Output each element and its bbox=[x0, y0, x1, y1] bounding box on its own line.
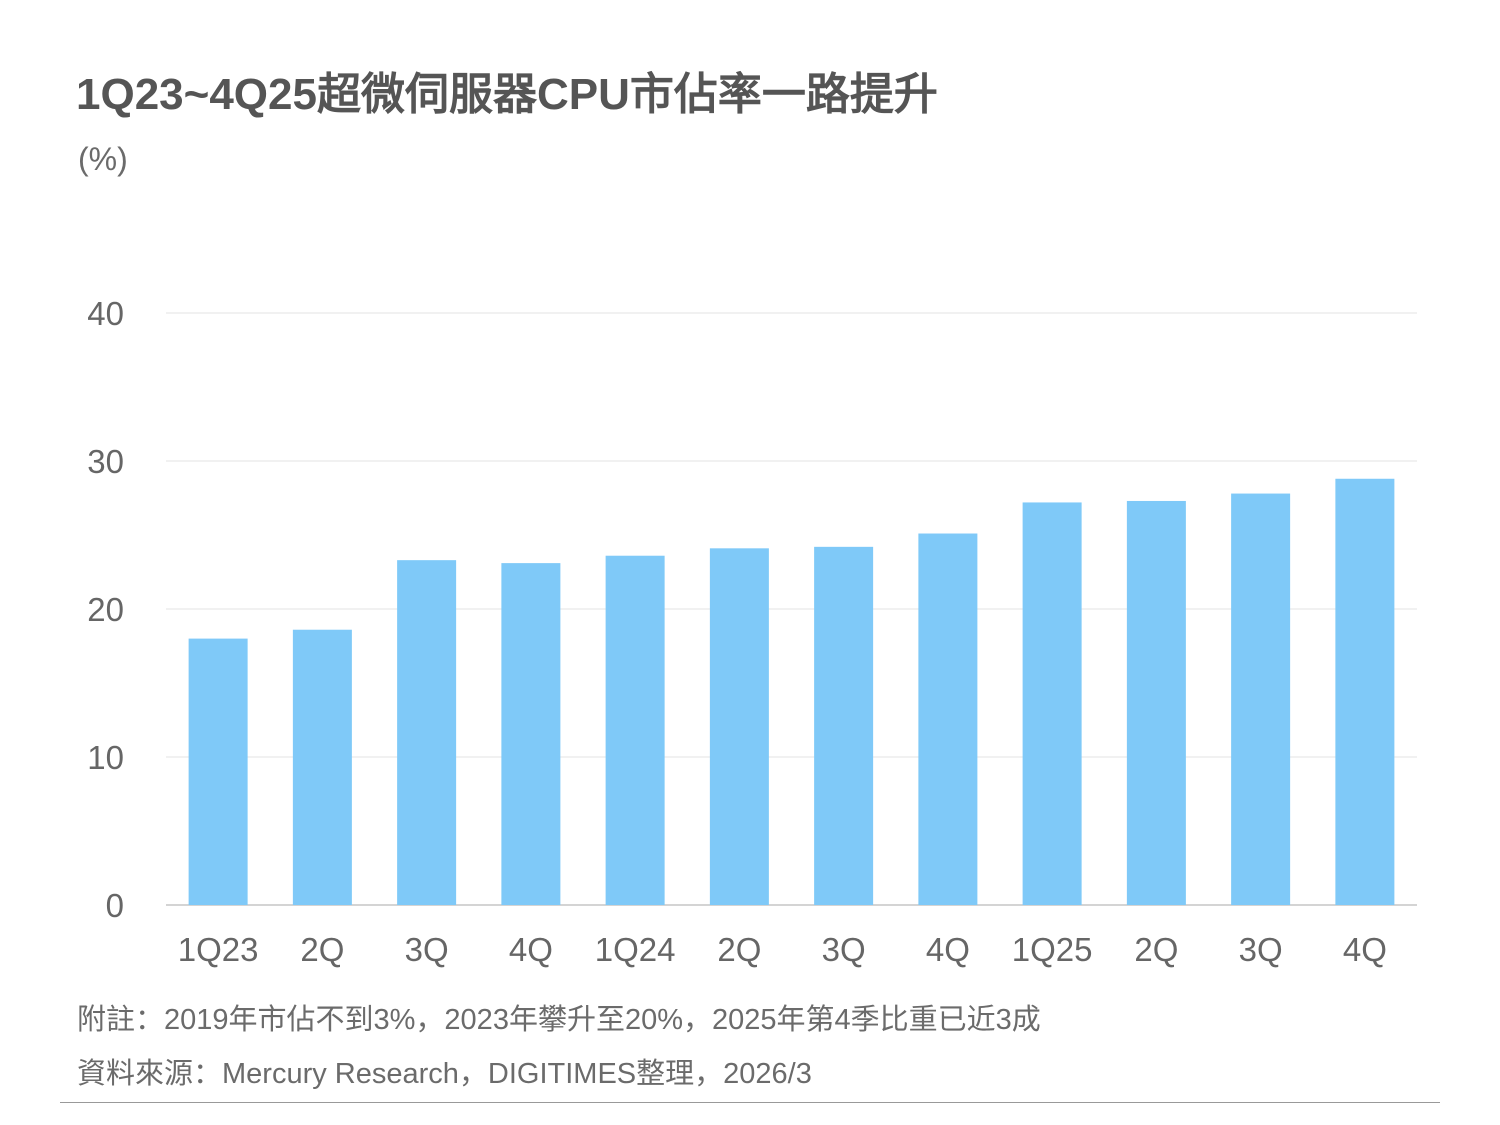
bar bbox=[918, 533, 978, 905]
gridlines bbox=[166, 312, 1417, 906]
bar bbox=[397, 560, 457, 905]
x-tick-label: 4Q bbox=[509, 931, 553, 968]
x-tick-label: 3Q bbox=[1239, 931, 1283, 968]
source-note: 資料來源：Mercury Research，DIGITIMES整理，2026/3 bbox=[77, 1058, 812, 1090]
y-tick-label: 0 bbox=[106, 887, 124, 924]
bar bbox=[188, 638, 248, 905]
bottom-divider bbox=[60, 1102, 1440, 1103]
footnote: 附註：2019年市佔不到3%，2023年攀升至20%，2025年第4季比重已近3… bbox=[77, 1004, 1041, 1036]
bars bbox=[188, 478, 1395, 905]
x-tick-label: 3Q bbox=[405, 931, 449, 968]
bar bbox=[709, 548, 769, 905]
x-tick-label: 2Q bbox=[1134, 931, 1178, 968]
y-tick-label: 10 bbox=[87, 739, 124, 776]
y-tick-label: 40 bbox=[87, 295, 124, 332]
x-axis-ticks: 1Q23 2Q 3Q 4Q 1Q24 2Q 3Q 4Q 1Q25 2Q 3Q 4Q bbox=[178, 931, 1387, 968]
bar bbox=[501, 563, 561, 905]
x-tick-label: 2Q bbox=[300, 931, 344, 968]
bar bbox=[1231, 493, 1291, 905]
x-tick-label: 4Q bbox=[1343, 931, 1387, 968]
x-tick-label: 2Q bbox=[717, 931, 761, 968]
y-axis-ticks: 0 10 20 30 40 bbox=[87, 295, 124, 924]
x-tick-label: 4Q bbox=[926, 931, 970, 968]
bar bbox=[1022, 502, 1082, 905]
bar bbox=[605, 555, 665, 905]
bar bbox=[1335, 478, 1395, 905]
bar bbox=[814, 546, 874, 905]
y-axis-unit-label: (%) bbox=[78, 141, 128, 177]
x-tick-label: 1Q25 bbox=[1012, 931, 1093, 968]
y-tick-label: 30 bbox=[87, 443, 124, 480]
x-tick-label: 3Q bbox=[822, 931, 866, 968]
chart-title: 1Q23~4Q25超微伺服器CPU市佔率一路提升 bbox=[76, 70, 938, 119]
bar bbox=[292, 629, 352, 905]
bar bbox=[1126, 500, 1186, 905]
x-tick-label: 1Q23 bbox=[178, 931, 259, 968]
x-tick-label: 1Q24 bbox=[595, 931, 676, 968]
y-tick-label: 20 bbox=[87, 591, 124, 628]
